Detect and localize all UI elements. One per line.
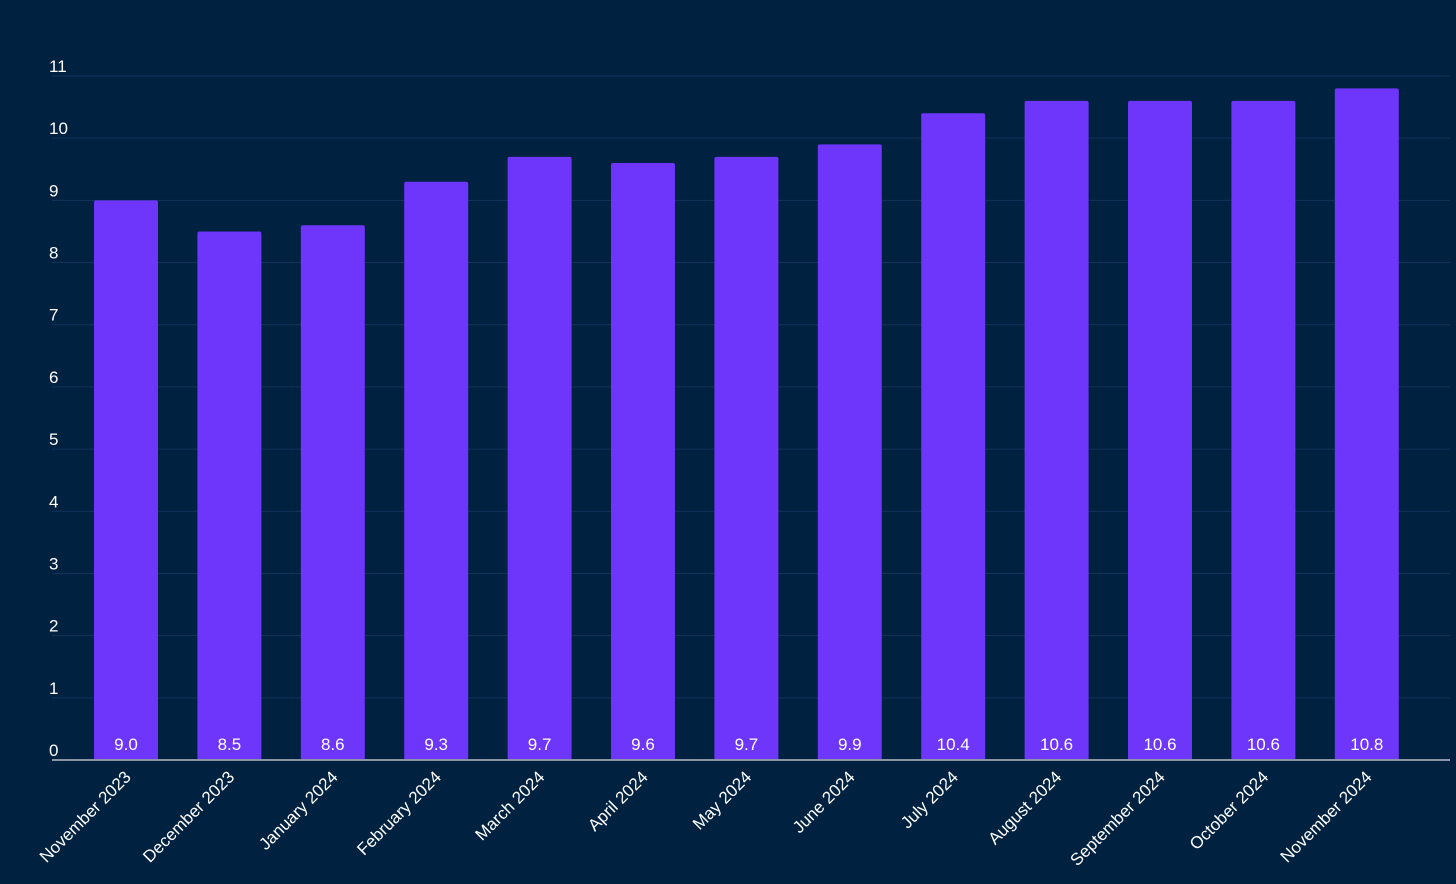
- bar-february-2024[interactable]: [404, 181, 469, 760]
- y-tick-label: 10: [49, 119, 68, 138]
- data-label: 10.6: [1247, 735, 1280, 754]
- bar-june-2024[interactable]: [817, 144, 882, 760]
- y-tick-label: 4: [49, 492, 58, 511]
- y-tick-label: 11: [49, 57, 67, 76]
- data-label: 9.7: [735, 735, 759, 754]
- bar-october-2024[interactable]: [1231, 100, 1296, 760]
- bar-september-2024[interactable]: [1128, 100, 1192, 760]
- y-axis-tick-labels: 0 1 2 3 4 5 6 7 8 9 10 11: [49, 57, 68, 760]
- data-label: 8.6: [321, 735, 345, 754]
- bar-november-2023[interactable]: [94, 200, 158, 760]
- y-tick-label: 8: [49, 244, 58, 263]
- y-tick-label: 0: [49, 741, 58, 760]
- y-tick-label: 2: [49, 617, 58, 636]
- data-label: 8.5: [218, 735, 242, 754]
- y-tick-label: 7: [49, 306, 58, 325]
- bar-april-2024[interactable]: [611, 163, 675, 760]
- data-label: 10.8: [1350, 735, 1383, 754]
- y-tick-label: 6: [49, 368, 58, 387]
- bar-november-2024[interactable]: [1334, 88, 1399, 761]
- bar-january-2024[interactable]: [300, 225, 365, 761]
- data-labels: 9.0 8.5 8.6 9.3 9.7 9.6 9.7 9.9 10.4 10.6 10.6 10.6…: [114, 735, 1383, 754]
- data-label: 9.3: [424, 735, 448, 754]
- bar-march-2024[interactable]: [507, 156, 572, 760]
- data-label: 9.0: [114, 735, 138, 754]
- data-label: 9.7: [528, 735, 552, 754]
- data-label: 10.4: [937, 735, 970, 754]
- data-label: 10.6: [1040, 735, 1073, 754]
- data-label: 9.9: [838, 735, 862, 754]
- y-tick-label: 5: [49, 430, 58, 449]
- y-tick-label: 9: [49, 181, 58, 200]
- y-tick-label: 3: [49, 554, 58, 573]
- bar-december-2023[interactable]: [197, 231, 262, 761]
- bars: [94, 88, 1399, 761]
- bar-august-2024[interactable]: [1024, 100, 1089, 760]
- bar-july-2024[interactable]: [921, 113, 986, 761]
- data-label: 10.6: [1143, 735, 1176, 754]
- data-label: 9.6: [631, 735, 655, 754]
- bar-may-2024[interactable]: [714, 156, 779, 760]
- y-tick-label: 1: [49, 679, 58, 698]
